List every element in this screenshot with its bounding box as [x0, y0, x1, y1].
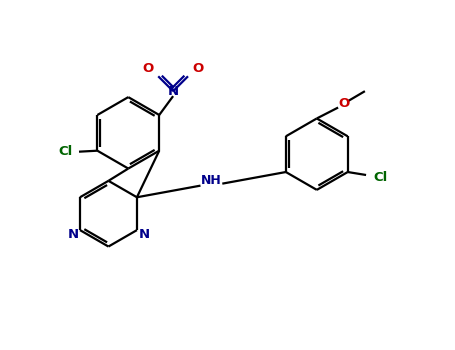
Text: O: O [143, 62, 154, 75]
Text: NH: NH [201, 174, 222, 187]
Text: Cl: Cl [58, 145, 72, 158]
Text: N: N [167, 85, 179, 98]
Text: N: N [67, 228, 79, 240]
Text: O: O [339, 97, 350, 110]
Text: Cl: Cl [374, 172, 388, 184]
Text: O: O [192, 62, 203, 75]
Text: N: N [138, 228, 149, 240]
